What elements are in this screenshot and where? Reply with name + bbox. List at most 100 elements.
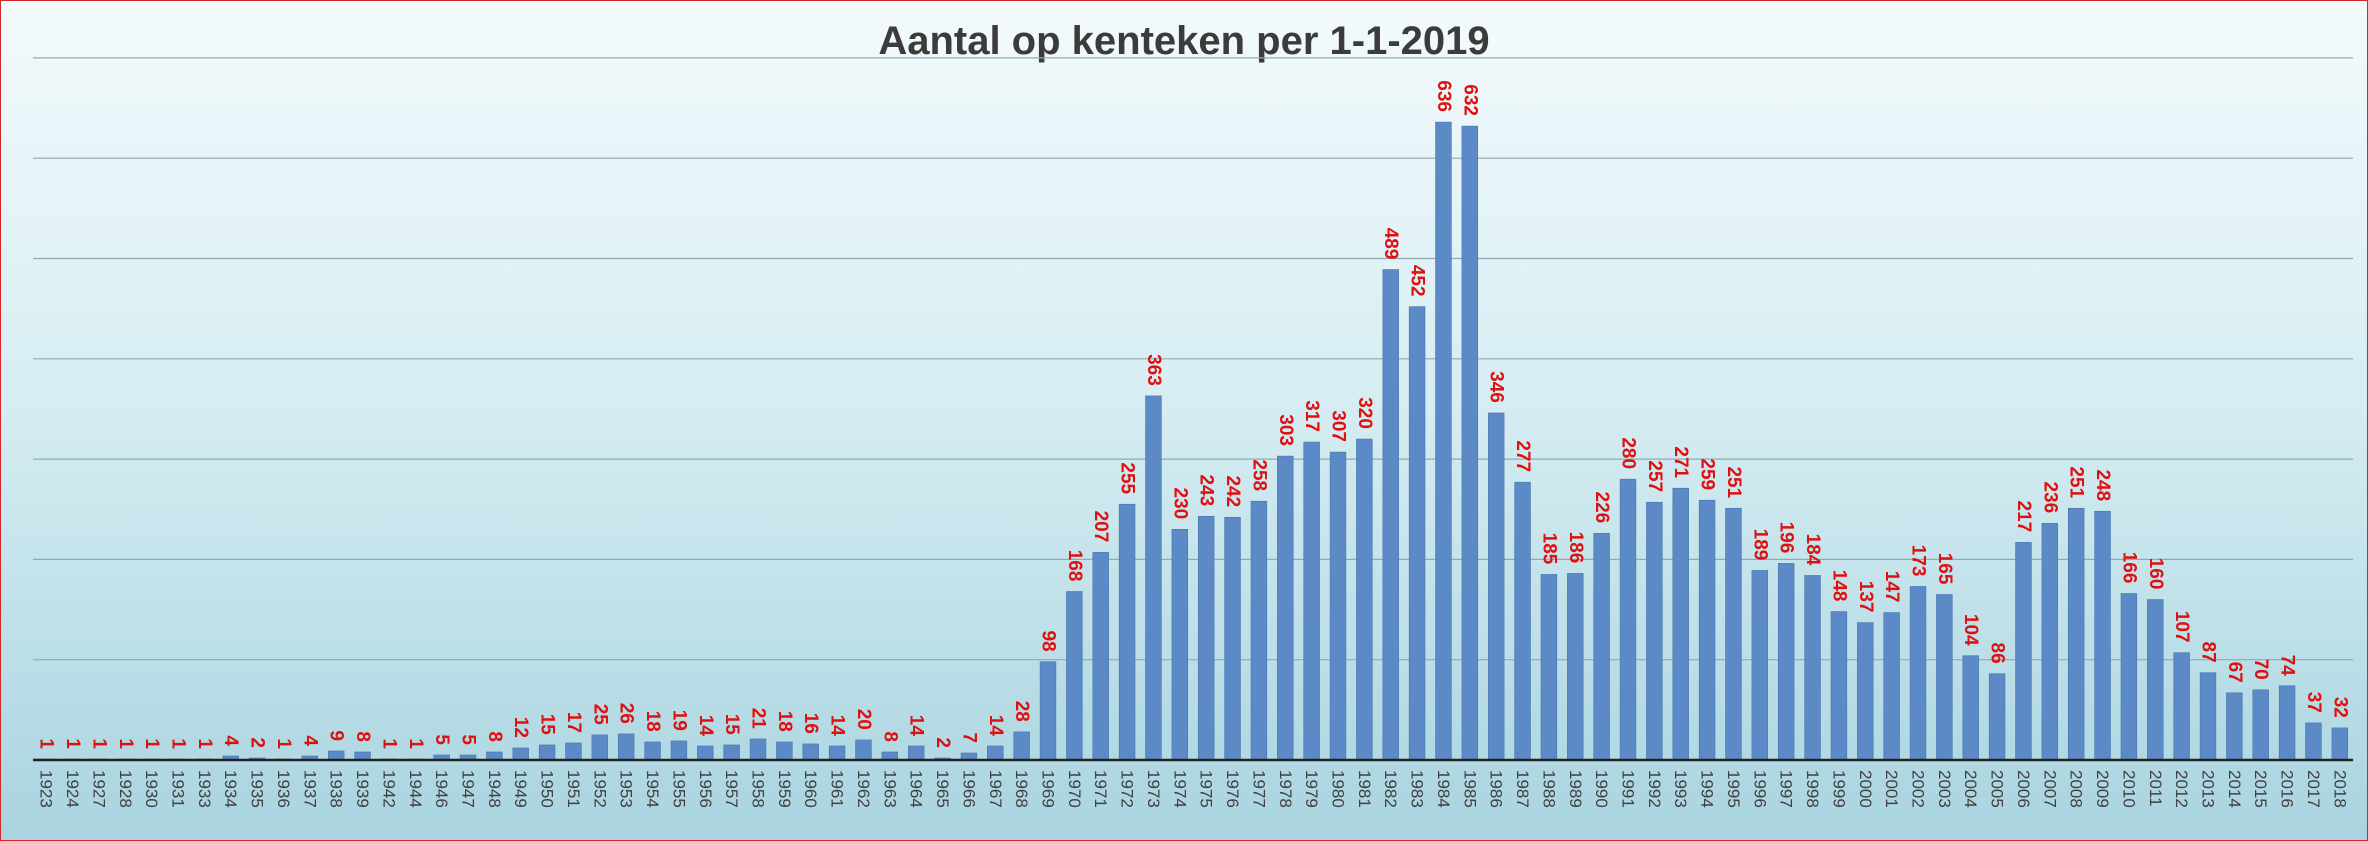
bar-2011	[2147, 599, 2164, 761]
x-tick-label-1950: 1950	[538, 770, 557, 808]
data-label-1964: 14	[906, 715, 927, 737]
data-label-2011: 160	[2145, 558, 2166, 590]
x-tick-label-1961: 1961	[828, 770, 847, 808]
bar-1951	[565, 742, 582, 761]
data-label-1937: 4	[299, 735, 320, 746]
x-tick-label-1971: 1971	[1091, 770, 1110, 808]
x-tick-label-1997: 1997	[1777, 770, 1796, 808]
bar-1970	[1066, 591, 1083, 761]
x-tick-label-1991: 1991	[1619, 770, 1638, 808]
data-label-1984: 636	[1433, 80, 1454, 112]
bar-2015	[2252, 689, 2269, 761]
bar-1982	[1382, 269, 1399, 761]
bar-1987	[1514, 481, 1531, 761]
data-label-1939: 8	[352, 731, 373, 742]
x-tick-label-1982: 1982	[1381, 770, 1400, 808]
x-tick-label-2016: 2016	[2278, 770, 2297, 808]
x-tick-label-1931: 1931	[169, 770, 188, 808]
bar-1981	[1356, 438, 1373, 761]
data-label-2005: 86	[1987, 643, 2008, 664]
data-label-1983: 452	[1407, 265, 1428, 297]
data-label-2001: 147	[1881, 571, 1902, 603]
x-tick-label-1967: 1967	[986, 770, 1005, 808]
x-tick-label-2011: 2011	[2146, 770, 2165, 807]
bar-1973	[1145, 395, 1162, 761]
x-tick-label-1989: 1989	[1566, 770, 1585, 808]
data-label-1993: 271	[1670, 446, 1691, 478]
x-tick-label-1957: 1957	[722, 770, 741, 808]
bar-1949	[512, 747, 529, 761]
bar-1996	[1751, 570, 1769, 761]
bar-1969	[1039, 661, 1057, 761]
x-tick-label-1987: 1987	[1513, 770, 1532, 808]
bar-1956	[697, 745, 714, 761]
x-tick-label-1988: 1988	[1539, 770, 1558, 808]
data-label-1975: 243	[1196, 474, 1217, 506]
data-label-1957: 15	[721, 714, 742, 736]
data-label-1988: 185	[1538, 533, 1559, 565]
x-tick-label-1956: 1956	[696, 770, 715, 808]
x-tick-label-1974: 1974	[1170, 770, 1189, 808]
data-label-1954: 18	[642, 711, 663, 732]
x-tick-label-1977: 1977	[1249, 770, 1268, 808]
bar-1974	[1171, 529, 1189, 761]
x-tick-label-1923: 1923	[37, 770, 56, 808]
x-tick-label-2018: 2018	[2330, 770, 2349, 808]
x-tick-label-1992: 1992	[1645, 770, 1664, 808]
data-label-2000: 137	[1855, 581, 1876, 613]
data-label-1992: 257	[1644, 460, 1665, 492]
bar-1993	[1672, 487, 1689, 761]
bar-1991	[1619, 478, 1637, 761]
x-tick-label-1976: 1976	[1223, 770, 1242, 808]
x-tick-label-1998: 1998	[1803, 770, 1822, 808]
data-label-1972: 255	[1117, 462, 1138, 494]
x-tick-label-2015: 2015	[2251, 770, 2270, 808]
data-label-1996: 189	[1749, 529, 1770, 561]
x-tick-label-1942: 1942	[379, 770, 398, 808]
bar-1950	[538, 744, 556, 761]
bar-1985	[1461, 125, 1479, 761]
data-label-2003: 165	[1934, 553, 1955, 585]
x-tick-label-1960: 1960	[801, 770, 820, 808]
x-tick-label-1986: 1986	[1487, 770, 1506, 808]
x-tick-label-2004: 2004	[1961, 770, 1980, 808]
x-tick-label-1930: 1930	[142, 770, 161, 808]
x-tick-label-2001: 2001	[1882, 770, 1901, 808]
bar-1971	[1092, 552, 1109, 761]
data-label-1966: 7	[958, 732, 979, 743]
x-tick-label-2010: 2010	[2119, 770, 2138, 808]
data-label-1982: 489	[1380, 228, 1401, 260]
x-tick-label-1948: 1948	[485, 770, 504, 808]
data-label-1959: 18	[774, 711, 795, 732]
data-label-1927: 1	[88, 738, 109, 749]
x-tick-label-1958: 1958	[749, 770, 768, 808]
x-tick-label-2009: 2009	[2093, 770, 2112, 808]
data-label-1950: 15	[537, 714, 558, 736]
bar-2003	[1936, 594, 1953, 761]
data-label-1958: 21	[748, 708, 769, 730]
bar-1979	[1303, 441, 1320, 761]
x-tick-label-1928: 1928	[116, 770, 135, 808]
bar-1989	[1567, 573, 1584, 761]
data-label-1991: 280	[1618, 437, 1639, 469]
data-label-1973: 363	[1143, 354, 1164, 386]
bar-1938	[327, 750, 345, 761]
x-tick-label-1959: 1959	[775, 770, 794, 808]
data-label-2004: 104	[1960, 614, 1981, 646]
x-tick-label-1962: 1962	[854, 770, 873, 808]
bar-1978	[1277, 455, 1294, 761]
bar-2001	[1883, 612, 1900, 761]
bar-1976	[1224, 516, 1241, 761]
data-label-1955: 19	[668, 710, 689, 731]
data-label-2018: 32	[2329, 697, 2350, 718]
bar-1986	[1487, 412, 1505, 761]
data-label-1928: 1	[115, 738, 136, 749]
bar-2016	[2278, 685, 2296, 761]
data-label-1924: 1	[62, 738, 83, 749]
bar-1957	[723, 744, 740, 761]
bar-2007	[2041, 522, 2059, 761]
data-label-1997: 196	[1776, 522, 1797, 554]
bar-1998	[1804, 575, 1821, 761]
bar-2013	[2199, 672, 2217, 761]
data-label-1986: 346	[1486, 371, 1507, 403]
